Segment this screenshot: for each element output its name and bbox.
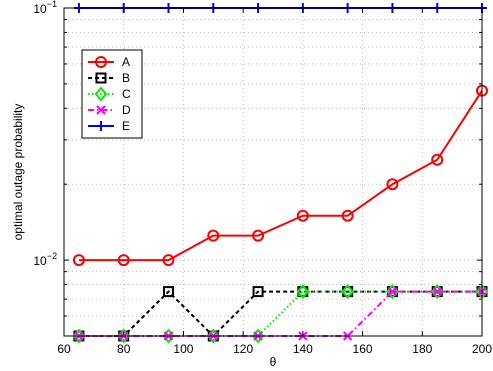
- series-b-line: [78, 290, 482, 338]
- legend-e-marker: [96, 121, 106, 131]
- series-a-point: [296, 209, 309, 222]
- x-tick-label: 200: [472, 342, 492, 356]
- x-tick-label: 60: [57, 342, 71, 356]
- series-c-point: [296, 284, 310, 300]
- y-tick-label: 10: [33, 2, 47, 16]
- legend-a-marker: [95, 56, 107, 68]
- series-c-point: [341, 284, 354, 300]
- series-a-line: [78, 90, 483, 262]
- series-a-point: [72, 254, 85, 267]
- x-tick-label: 100: [173, 342, 193, 356]
- legend-e-label: E: [122, 119, 130, 133]
- series-a-point: [386, 178, 399, 191]
- x-tick-label: 120: [233, 342, 253, 356]
- series-a-point: [431, 153, 444, 166]
- x-tick-label: 80: [117, 342, 131, 356]
- series-a-point: [341, 209, 354, 222]
- y-axis-label: optimal outage probability: [11, 104, 25, 241]
- x-tick-label: 140: [293, 342, 313, 356]
- series-b-point: [163, 286, 174, 298]
- legend-b-marker: [95, 72, 107, 84]
- grid: [64, 8, 482, 336]
- series-d-point: [387, 286, 398, 297]
- legend-d-label: D: [122, 103, 131, 117]
- series-b-point: [252, 286, 264, 298]
- legend-c-label: C: [122, 87, 131, 101]
- series-d-line: [78, 290, 482, 337]
- legend-a-label: A: [122, 55, 130, 69]
- y-tick-label: 10: [33, 254, 47, 268]
- x-tick-label: 180: [412, 342, 432, 356]
- legend-d-marker: [96, 105, 106, 115]
- x-tick-label: 160: [353, 342, 373, 356]
- y-tick-label-exponent: −1: [47, 0, 57, 9]
- plot-frame: [63, 7, 483, 337]
- x-axis-label: θ: [270, 355, 277, 366]
- y-tick-label-exponent: −2: [47, 251, 57, 261]
- series-d-point: [432, 286, 442, 297]
- series-c-line: [78, 290, 482, 337]
- series-a-point: [162, 254, 175, 267]
- legend-b-label: B: [122, 71, 130, 85]
- series-a-point: [252, 229, 265, 242]
- legend-c-marker: [94, 86, 108, 102]
- series-a-point: [207, 229, 220, 242]
- series-a-point: [117, 254, 130, 267]
